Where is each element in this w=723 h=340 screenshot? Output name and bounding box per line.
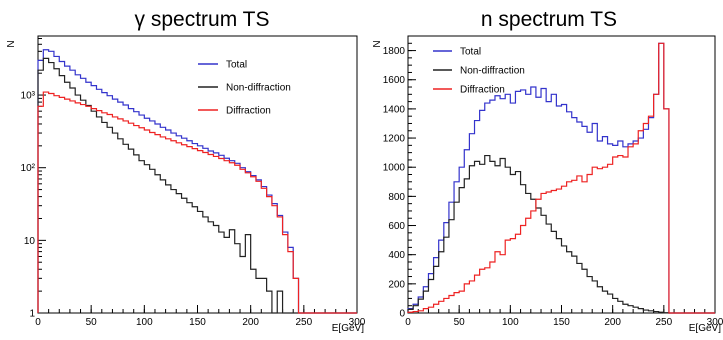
gamma-y-axis-label: N — [6, 40, 17, 47]
gamma-x-tick-label: 150 — [189, 317, 206, 328]
neutron-x-tick-label: 0 — [405, 317, 411, 328]
gamma-x-tick-label: 0 — [35, 317, 41, 328]
neutron-y-tick-label: 1600 — [383, 75, 406, 86]
gamma-y-tick-label: 10 — [24, 236, 36, 247]
neutron-legend-label: Total — [460, 47, 481, 58]
gamma-x-tick-label: 100 — [136, 317, 153, 328]
gamma-x-tick-label: 300 — [349, 317, 366, 328]
neutron-x-axis-label: E[GeV] — [689, 323, 721, 334]
neutron-series-non-diffraction — [407, 154, 715, 314]
neutron-y-tick-label: 1400 — [383, 104, 406, 115]
neutron-y-tick-label: 0 — [399, 309, 405, 320]
neutron-x-tick-label: 300 — [707, 317, 723, 328]
neutron-y-tick-label: 200 — [388, 279, 405, 290]
gamma-y-tick-label: 1 — [29, 309, 35, 320]
neutron-series-total — [407, 42, 715, 314]
neutron-x-tick-label: 200 — [604, 317, 621, 328]
neutron-x-tick-label: 100 — [502, 317, 519, 328]
neutron-series-diffraction — [407, 42, 715, 314]
gamma-x-axis-label: E[GeV] — [332, 323, 364, 334]
neutron-y-tick-label: 1800 — [383, 46, 406, 57]
neutron-y-tick-label: 600 — [388, 221, 405, 232]
neutron-chart-title: n spectrum TS — [481, 8, 617, 31]
neutron-y-tick-label: 1200 — [383, 134, 406, 145]
gamma-x-tick-label: 50 — [86, 317, 98, 328]
gamma-legend-label: Non-diffraction — [226, 83, 291, 94]
neutron-y-tick-label: 1000 — [383, 163, 406, 174]
neutron-legend-label: Diffraction — [460, 85, 505, 96]
gamma-y-tick-label: 10² — [21, 163, 36, 174]
neutron-y-tick-label: 400 — [388, 250, 405, 261]
gamma-spectrum-chart: γ spectrum TS N E[GeV] 0 50 100 150 200 250 30… — [6, 8, 366, 334]
neutron-x-tick-label: 150 — [553, 317, 570, 328]
gamma-series-total — [37, 49, 357, 314]
gamma-series-diffraction — [37, 91, 357, 314]
gamma-x-tick-label: 200 — [242, 317, 259, 328]
neutron-y-tick-label: 800 — [388, 192, 405, 203]
gamma-legend-label: Diffraction — [226, 106, 271, 117]
gamma-y-tick-label: 10³ — [21, 91, 36, 102]
neutron-y-axis-label: N — [372, 40, 383, 47]
gamma-plot-frame — [37, 35, 358, 314]
gamma-chart-title: γ spectrum TS — [135, 8, 270, 31]
neutron-spectrum-chart: n spectrum TS N E[GeV] 0 50 100 150 200 250 30… — [372, 8, 723, 334]
gamma-x-tick-label: 250 — [295, 317, 312, 328]
neutron-x-tick-label: 250 — [655, 317, 672, 328]
neutron-x-tick-label: 50 — [454, 317, 466, 328]
gamma-legend-label: Total — [226, 60, 247, 71]
neutron-legend-label: Non-diffraction — [460, 66, 525, 77]
gamma-series-non-diffraction — [37, 57, 357, 314]
